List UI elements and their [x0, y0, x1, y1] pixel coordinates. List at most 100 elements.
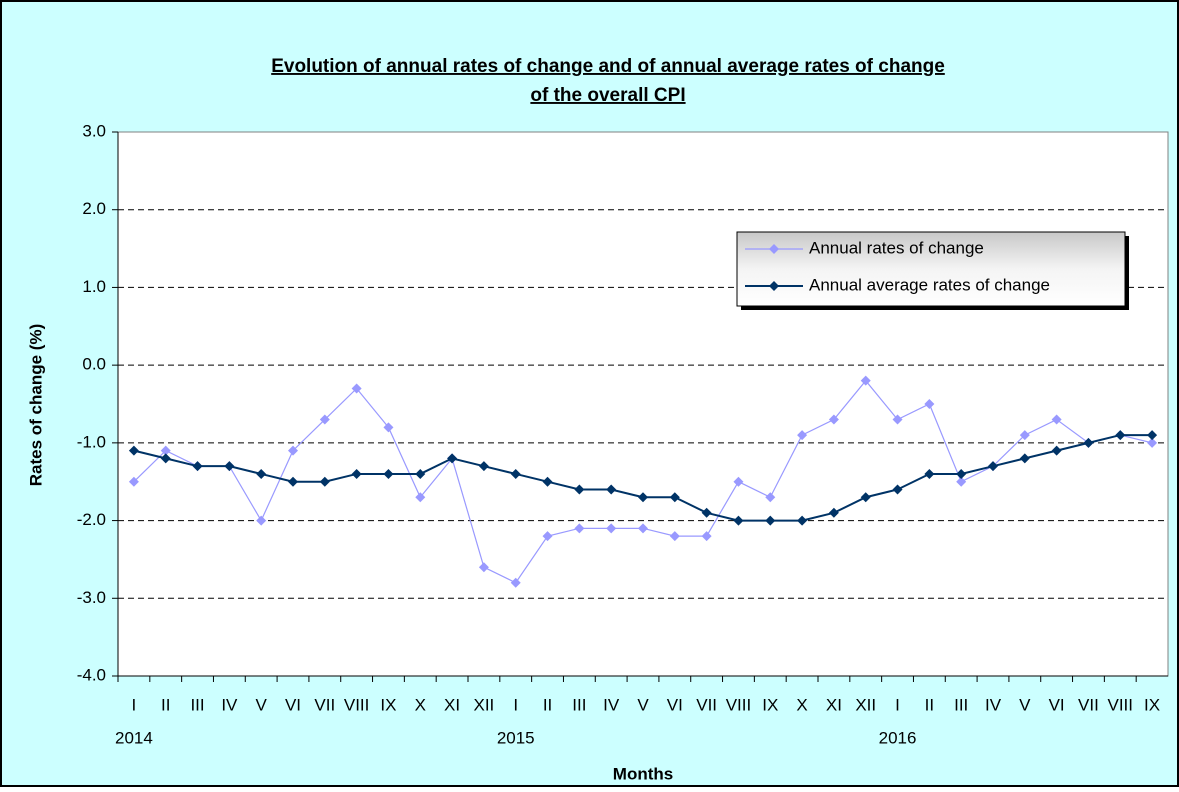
legend-marker [769, 244, 779, 254]
data-point [860, 375, 871, 386]
x-tick-label: I [513, 695, 518, 714]
x-tick-label: III [572, 695, 586, 714]
y-tick-label: 0.0 [82, 355, 106, 374]
legend-box [736, 231, 1126, 307]
data-point [415, 468, 426, 479]
x-tick-label: VI [667, 695, 683, 714]
x-tick-label: III [190, 695, 204, 714]
data-point [224, 461, 235, 472]
data-point [192, 461, 203, 472]
legend: Annual rates of change Annual average rat… [736, 231, 1129, 310]
x-tick-label: X [415, 695, 426, 714]
data-point [765, 492, 776, 503]
data-point [892, 484, 903, 495]
legend-label: Annual rates of change [809, 238, 984, 257]
data-point [956, 476, 967, 487]
data-point [765, 515, 776, 526]
data-point [892, 414, 903, 425]
x-axis-title: Months [613, 764, 673, 783]
y-tick-label: -3.0 [77, 588, 106, 607]
data-point [383, 468, 394, 479]
legend-marker [769, 281, 779, 291]
data-point [1115, 430, 1126, 441]
data-point [574, 484, 585, 495]
x-tick-label: VII [696, 695, 717, 714]
data-point [288, 476, 298, 487]
year-label: 2014 [115, 728, 153, 747]
data-point [606, 484, 617, 495]
x-tick-label: XII [474, 695, 495, 714]
data-point [1147, 430, 1158, 441]
x-tick-label: IV [985, 695, 1002, 714]
x-tick-label: V [256, 695, 268, 714]
data-point [510, 577, 521, 588]
data-point [351, 468, 362, 479]
y-tick-label: -4.0 [77, 665, 106, 684]
x-tick-label: IV [221, 695, 238, 714]
x-tick-label: VI [1049, 695, 1065, 714]
data-point [828, 507, 839, 518]
x-tick-label: III [954, 695, 968, 714]
data-point [733, 515, 744, 526]
x-tick-label: X [796, 695, 807, 714]
data-point [1051, 414, 1062, 425]
data-point [1019, 453, 1030, 464]
data-point [128, 476, 139, 487]
y-tick-label: -1.0 [77, 432, 106, 451]
x-tick-label: IX [762, 695, 778, 714]
data-point [1019, 430, 1030, 441]
data-point [574, 523, 585, 534]
x-tick-label: II [925, 695, 934, 714]
x-tick-label: XI [444, 695, 460, 714]
data-point [797, 430, 808, 441]
data-point [415, 492, 426, 503]
data-point [128, 445, 139, 456]
y-tick-label: 3.0 [82, 121, 106, 140]
data-point [988, 461, 998, 472]
x-tick-label: VIII [344, 695, 370, 714]
x-tick-label: V [637, 695, 649, 714]
data-point [383, 422, 394, 433]
x-tick-label: IV [603, 695, 620, 714]
x-tick-label: V [1019, 695, 1031, 714]
data-point [1051, 445, 1062, 456]
data-point [542, 531, 553, 542]
data-point [1083, 437, 1094, 448]
data-point [638, 492, 648, 503]
data-point [860, 492, 871, 503]
x-tick-label: I [132, 695, 137, 714]
data-point [478, 461, 489, 472]
data-point [669, 531, 680, 542]
x-tick-label: IX [380, 695, 396, 714]
x-tick-label: VIII [726, 695, 752, 714]
data-point [638, 523, 648, 534]
data-point [701, 507, 712, 518]
data-point [256, 515, 267, 526]
y-tick-label: 2.0 [82, 199, 106, 218]
x-tick-label: XII [855, 695, 876, 714]
x-tick-label: XI [826, 695, 842, 714]
chart-title: Evolution of annual rates of change and … [271, 56, 945, 77]
data-point [319, 414, 330, 425]
data-point [478, 562, 489, 573]
x-tick-label: VIII [1108, 695, 1134, 714]
plot-layer: Evolution of annual rates of change and … [26, 56, 1169, 783]
year-label: 2015 [497, 728, 535, 747]
data-point [924, 399, 935, 409]
year-label: 2016 [879, 728, 917, 747]
data-point [1147, 437, 1158, 448]
y-tick-label: -2.0 [77, 510, 106, 529]
data-point [956, 468, 967, 479]
data-point [256, 468, 267, 479]
x-tick-label: II [543, 695, 552, 714]
x-tick-label: II [161, 695, 170, 714]
x-tick-label: VI [285, 695, 301, 714]
data-point [160, 453, 171, 464]
chart-title: of the overall CPI [530, 85, 685, 106]
data-point [160, 445, 171, 456]
data-point [510, 468, 521, 479]
x-tick-label: I [895, 695, 900, 714]
data-point [288, 445, 298, 456]
